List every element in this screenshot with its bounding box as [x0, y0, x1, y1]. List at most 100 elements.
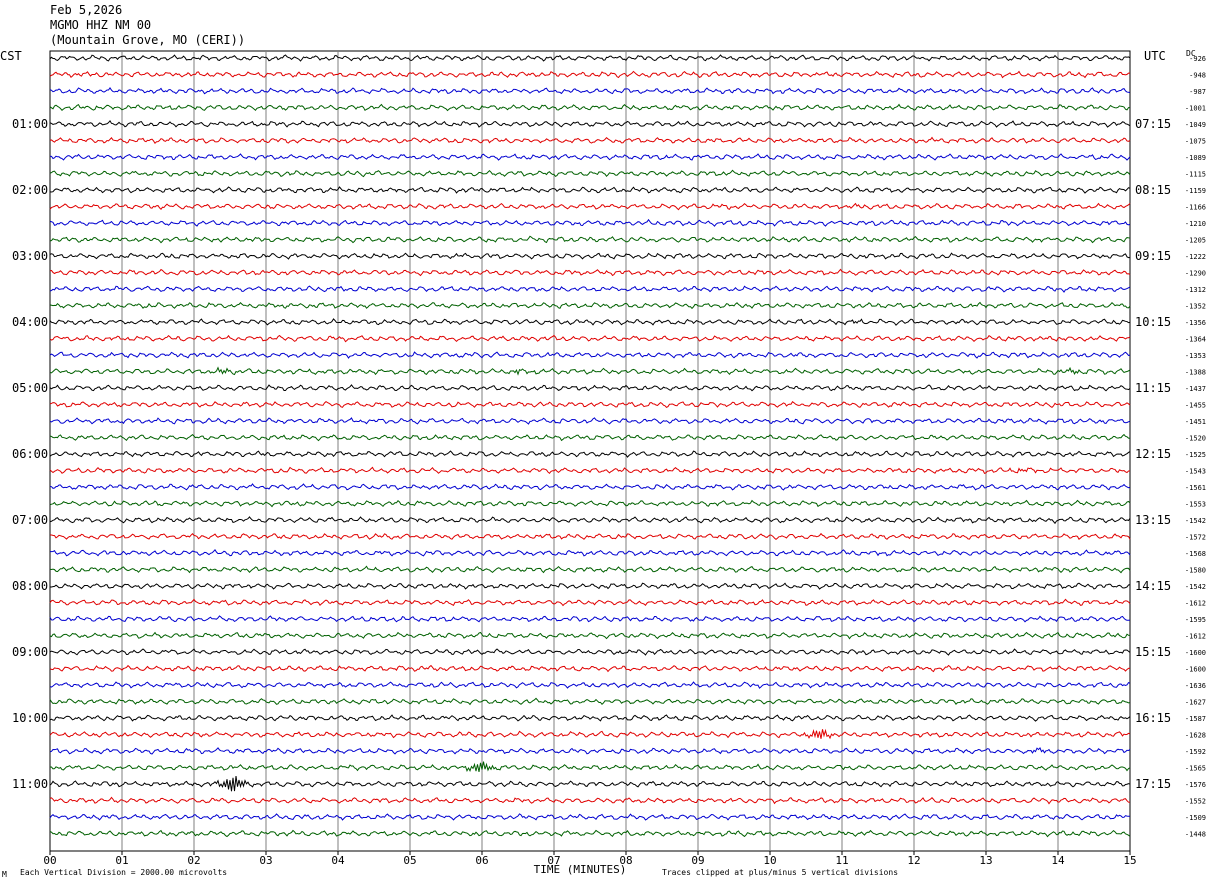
right-hour-label: 13:15 — [1135, 513, 1171, 527]
trace-line — [49, 532, 1131, 540]
trace-line — [49, 136, 1131, 145]
x-tick-label: 14 — [1051, 854, 1065, 867]
x-tick-label: 00 — [43, 854, 56, 867]
x-tick-label: 09 — [691, 854, 704, 867]
trace-line — [49, 417, 1131, 425]
x-tick-label: 02 — [187, 854, 200, 867]
trace-line — [49, 631, 1131, 640]
trace-line — [49, 664, 1131, 673]
trace-line — [49, 761, 1131, 773]
x-tick-label: 07 — [547, 854, 560, 867]
dc-offset-label: -1205 — [1185, 237, 1206, 245]
trace-line — [49, 565, 1131, 574]
clip-note: Traces clipped at plus/minus 5 vertical … — [662, 868, 899, 877]
trace-line — [49, 681, 1131, 689]
left-hour-label: 02:00 — [12, 183, 48, 197]
dc-offset-label: -1352 — [1185, 303, 1206, 311]
trace-line — [49, 54, 1131, 62]
dc-offset-label: -1568 — [1185, 550, 1206, 558]
trace-line — [49, 285, 1131, 293]
dc-offset-label: -1353 — [1185, 352, 1206, 360]
trace-line — [49, 334, 1131, 343]
dc-offset-label: -1001 — [1185, 105, 1206, 113]
dc-offset-label: -1509 — [1185, 814, 1206, 822]
dc-offset-label: -1572 — [1185, 534, 1206, 542]
seismic-traces — [49, 54, 1131, 838]
left-hour-label: 04:00 — [12, 315, 48, 329]
trace-line — [49, 252, 1130, 260]
dc-offset-label: -1075 — [1185, 138, 1206, 146]
trace-line — [49, 433, 1131, 442]
dc-offset-label: -1049 — [1185, 121, 1206, 129]
left-timezone-label: CST — [0, 49, 22, 63]
axis-labels: 00 01 02 03 04 05 06 07 08 09 10 11 12 13 14 15 TIME (MI… — [12, 55, 1206, 876]
right-hour-label: 09:15 — [1135, 249, 1171, 263]
x-tick-label: 01 — [115, 854, 128, 867]
dc-offset-label: -1210 — [1185, 220, 1206, 228]
trace-line — [49, 728, 1131, 740]
trace-line — [49, 153, 1131, 161]
dc-offset-label: -1600 — [1185, 649, 1206, 657]
dc-offset-label: -1166 — [1185, 204, 1206, 212]
dc-offset-label: -948 — [1189, 72, 1206, 80]
header-date: Feb 5,2026 — [50, 3, 123, 17]
x-tick-label: 11 — [835, 854, 848, 867]
dc-offset-label: -1089 — [1185, 154, 1206, 162]
x-tick-label: 06 — [475, 854, 488, 867]
trace-line — [49, 235, 1131, 244]
trace-line — [49, 746, 1131, 755]
x-tick-label: 03 — [259, 854, 272, 867]
trace-line — [49, 516, 1131, 525]
trace-line — [49, 400, 1131, 408]
x-tick-label: 05 — [403, 854, 416, 867]
dc-offset-label: -1520 — [1185, 435, 1206, 443]
dc-offset-label: -926 — [1189, 55, 1206, 63]
trace-line — [49, 70, 1131, 79]
header-location: (Mountain Grove, MO (CERI)) — [50, 33, 246, 47]
dc-offset-label: -1542 — [1185, 517, 1206, 525]
dc-offset-label: -1636 — [1185, 682, 1206, 690]
trace-line — [49, 186, 1131, 194]
trace-line — [49, 384, 1131, 392]
dc-offset-label: -1525 — [1185, 451, 1206, 459]
dc-offset-label: -1115 — [1185, 171, 1206, 179]
dc-offset-label: -1455 — [1185, 402, 1206, 410]
trace-line — [49, 697, 1131, 706]
trace-line — [49, 483, 1131, 491]
right-hour-label: 17:15 — [1135, 777, 1171, 791]
trace-line — [49, 169, 1131, 178]
trace-line — [49, 714, 1131, 722]
x-tick-label: 04 — [331, 854, 345, 867]
trace-line — [49, 87, 1131, 95]
dc-offset-label: -1448 — [1185, 831, 1206, 839]
trace-line — [49, 549, 1131, 557]
dc-offset-label: -1543 — [1185, 468, 1206, 476]
trace-line — [49, 366, 1131, 376]
corner-mark: M — [2, 870, 7, 879]
trace-line — [49, 119, 1131, 128]
x-tick-label: 13 — [979, 854, 992, 867]
dc-offset-label: -1595 — [1185, 616, 1206, 624]
x-tick-label: 08 — [619, 854, 632, 867]
trace-line — [49, 218, 1131, 227]
x-tick-label: 12 — [907, 854, 920, 867]
trace-line — [49, 301, 1131, 310]
left-hour-label: 01:00 — [12, 117, 48, 131]
trace-line — [49, 351, 1131, 359]
dc-offset-label: -1561 — [1185, 484, 1206, 492]
dc-offset-label: -1364 — [1185, 336, 1206, 344]
dc-offset-label: -1552 — [1185, 798, 1206, 806]
right-hour-label: 12:15 — [1135, 447, 1171, 461]
dc-offset-label: -1290 — [1185, 270, 1206, 278]
dc-offset-label: -1451 — [1185, 418, 1206, 426]
dc-offset-label: -1222 — [1185, 253, 1206, 261]
trace-line — [49, 103, 1131, 112]
trace-line — [49, 450, 1131, 458]
dc-offset-label: -1159 — [1185, 187, 1206, 195]
trace-line — [49, 813, 1131, 821]
trace-line — [49, 776, 1131, 792]
header-station: MGMO HHZ NM 00 — [50, 18, 152, 32]
trace-line — [49, 648, 1131, 656]
grid-lines — [49, 50, 1131, 855]
